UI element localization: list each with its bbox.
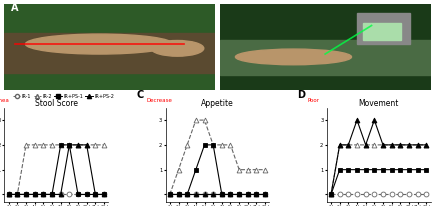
Ellipse shape: [235, 49, 351, 65]
Text: A: A: [11, 3, 18, 13]
Bar: [362, 23, 400, 40]
Bar: [219, 40, 430, 75]
Ellipse shape: [151, 41, 203, 56]
Text: Poor: Poor: [307, 98, 319, 103]
Title: Appetite: Appetite: [201, 99, 233, 108]
Legend: IR-1, IR-2, IR+PS-1, IR+PS-2: IR-1, IR-2, IR+PS-1, IR+PS-2: [11, 92, 116, 101]
Title: Stool Score: Stool Score: [35, 99, 78, 108]
Text: C: C: [136, 90, 143, 100]
Text: Decrease: Decrease: [146, 98, 172, 103]
Bar: [356, 13, 408, 44]
Text: Diarrhea: Diarrhea: [0, 98, 10, 103]
Title: Movement: Movement: [358, 99, 398, 108]
Text: D: D: [297, 90, 305, 100]
Bar: [4, 33, 215, 73]
Ellipse shape: [26, 34, 173, 54]
